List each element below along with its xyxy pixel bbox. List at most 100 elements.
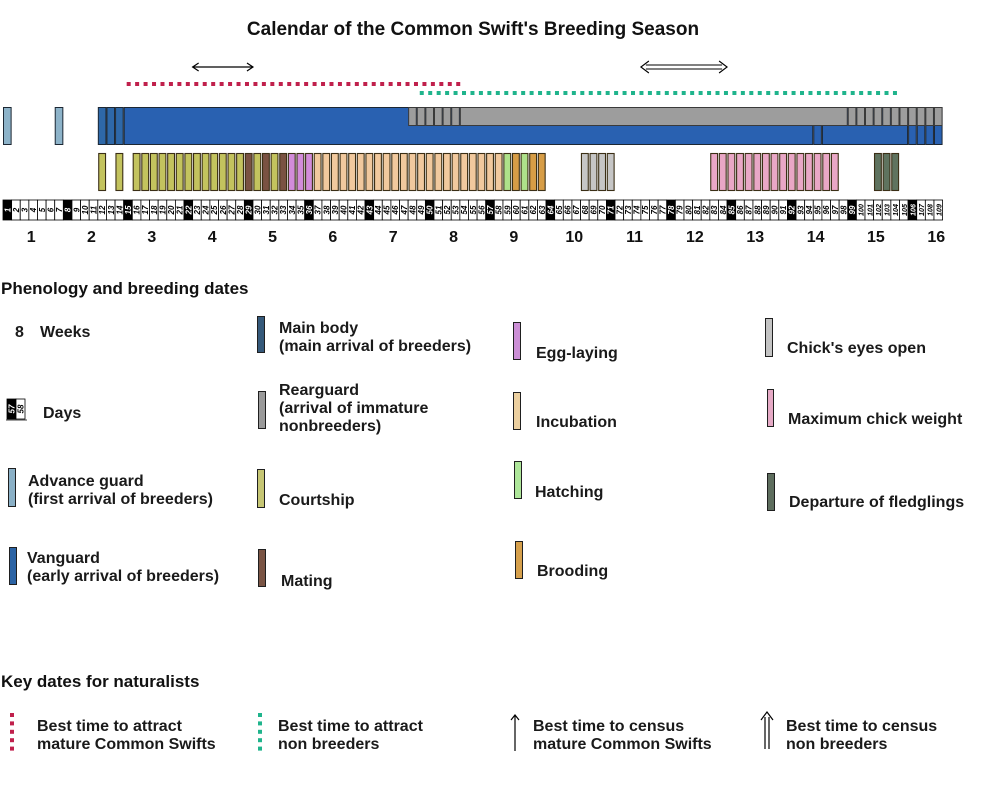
arrow-head-right xyxy=(718,60,728,74)
day-tick-label: 99 xyxy=(848,205,857,214)
incubation-day-bar xyxy=(356,152,365,192)
legend-label-mating: Mating xyxy=(281,573,333,591)
brooding-day-bar xyxy=(537,152,546,192)
marker-dot xyxy=(571,91,576,95)
legend-swatch-fledging xyxy=(767,473,775,511)
marker-dot xyxy=(892,91,897,95)
day-tick-label: 39 xyxy=(331,205,340,214)
day-tick-label: 16 xyxy=(133,205,142,214)
weeks-label: Weeks xyxy=(40,324,91,341)
legend-label-max-chick-weight: Maximum chick weight xyxy=(788,411,962,429)
legend-label-line: Courtship xyxy=(279,492,355,509)
eyes-open-day-bar xyxy=(598,152,607,192)
week-tick-label: 7 xyxy=(389,229,398,246)
day-tick-label: 29 xyxy=(245,205,254,215)
legend-swatch-courtship xyxy=(257,469,265,508)
max-chick-weight-day-bar xyxy=(736,152,744,192)
marker-dot xyxy=(405,82,410,86)
legend-swatch-incubation xyxy=(513,392,521,430)
attract-mature-marker xyxy=(126,82,461,86)
marker-dot xyxy=(825,91,830,95)
marker-dot xyxy=(312,82,317,86)
marker-dot xyxy=(774,91,779,95)
vanguard-day-bar xyxy=(106,107,116,145)
vanguard-day-bar xyxy=(97,107,107,145)
marker-dot xyxy=(504,91,509,95)
incubation-day-bar xyxy=(451,152,460,192)
day-tick-label: 34 xyxy=(288,205,297,214)
legend-label-eyes-open: Chick's eyes open xyxy=(787,340,926,358)
marker-dot xyxy=(808,91,813,95)
courtship-day-bar xyxy=(201,152,210,192)
arrow-head xyxy=(510,714,520,721)
day-tick-label: 73 xyxy=(624,205,633,214)
week-tick-label: 9 xyxy=(509,229,518,246)
marker-dot xyxy=(194,82,199,86)
day-tick-label: 8 xyxy=(64,207,73,212)
marker-dot xyxy=(766,91,771,95)
courtship-day-bar xyxy=(141,152,150,192)
marker-dot xyxy=(673,91,678,95)
legend-label-line: Mating xyxy=(281,573,333,590)
marker-dot xyxy=(258,729,262,734)
day-tick-label: 25 xyxy=(210,205,219,215)
marker-dot xyxy=(10,713,14,717)
egg-laying-day-bar xyxy=(305,152,313,192)
incubation-day-bar xyxy=(374,152,382,192)
day-tick-label: 66 xyxy=(564,205,573,214)
courtship-day-bar xyxy=(175,152,184,192)
day-tick-label: 108 xyxy=(926,204,935,216)
day-tick-label: 96 xyxy=(822,205,831,214)
day-tick-label: 104 xyxy=(891,204,900,216)
legend-label-line: Departure of fledglings xyxy=(789,494,965,511)
single-arrow-up-icon xyxy=(510,714,520,751)
double-arrow-up-icon xyxy=(760,711,774,749)
rearguard-day-bar xyxy=(933,107,943,126)
day-tick-label: 60 xyxy=(512,205,521,214)
incubation-day-bar xyxy=(468,152,477,192)
incubation-day-bar xyxy=(391,152,400,192)
week-tick-label: 12 xyxy=(686,229,704,246)
marker-dot xyxy=(160,82,165,86)
day-tick-label: 88 xyxy=(753,205,762,214)
incubation-day-bar xyxy=(339,152,348,192)
day-tick-label: 109 xyxy=(934,204,943,216)
key-label-attract-nonbreeders: Best time to attract non breeders xyxy=(278,718,423,754)
marker-dot xyxy=(456,82,461,86)
max-chick-weight-day-bar xyxy=(761,152,770,192)
marker-dot xyxy=(850,91,855,95)
eyes-open-day-bar xyxy=(606,152,615,192)
legend-swatch-egg-laying xyxy=(513,322,521,360)
marker-dot xyxy=(656,91,661,95)
marker-dot xyxy=(732,91,737,95)
census-mature-marker xyxy=(191,62,255,72)
legend-label-line: (early arrival of breeders) xyxy=(27,568,220,585)
key-label-line: Best time to attract xyxy=(278,718,423,735)
marker-dot xyxy=(428,91,433,95)
max-chick-weight-day-bar xyxy=(753,152,762,192)
week-tick-label: 15 xyxy=(867,229,885,246)
day-tick-label: 36 xyxy=(305,205,314,214)
fledging-day-bar xyxy=(882,152,891,192)
day-tick-label: 22 xyxy=(184,205,193,215)
day-tick-label: 21 xyxy=(176,205,185,215)
legend-swatch-mating xyxy=(258,549,266,587)
day-tick-label: 82 xyxy=(702,205,711,214)
day-tick-label: 10 xyxy=(81,205,90,214)
marker-dot xyxy=(436,91,441,95)
day-ruler: 1 2 3 4 5 6 7 8 9 10 11 12 13 14 15 16 17 18 19 20 21 22 23 24 2… xyxy=(2,199,943,221)
max-chick-weight-day-bar xyxy=(787,152,796,192)
day-tick-label: 62 xyxy=(529,205,538,214)
courtship-day-bar xyxy=(236,152,245,192)
day-tick-label: 24 xyxy=(202,205,211,215)
fledging-day-bar xyxy=(891,152,900,192)
marker-dot xyxy=(185,82,190,86)
day-tick-label: 52 xyxy=(443,205,452,214)
day-tick-label: 79 xyxy=(676,205,685,214)
legend-swatch-rearguard xyxy=(258,391,266,429)
marker-dot xyxy=(580,91,585,95)
legend-swatch-max-chick-weight xyxy=(767,389,774,427)
day-tick-label: 7 xyxy=(55,207,64,212)
day-tick-label: 28 xyxy=(236,205,245,215)
marker-dot xyxy=(605,91,610,95)
